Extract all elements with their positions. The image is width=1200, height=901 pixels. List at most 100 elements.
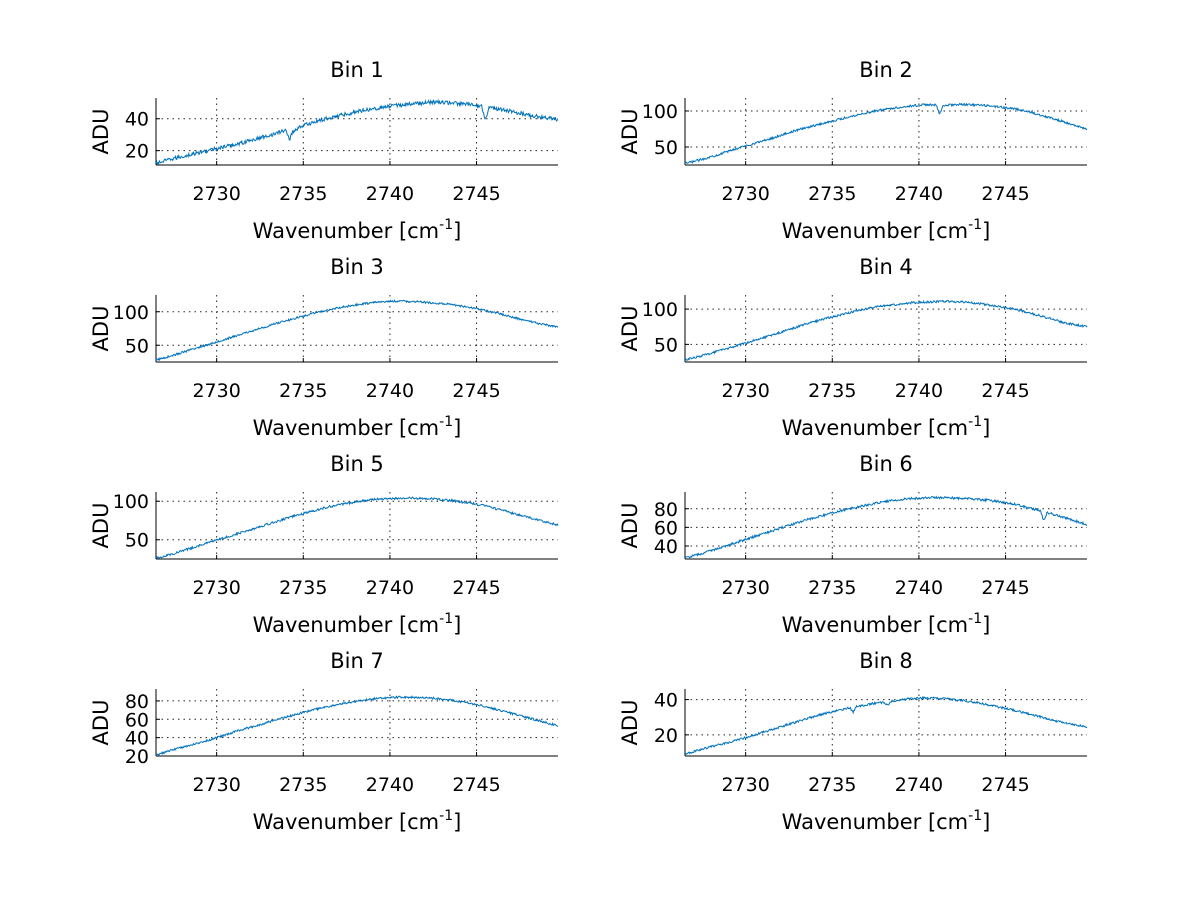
subplot-title: Bin 4 bbox=[859, 255, 913, 279]
x-axis-label-text: Wavenumber [cm bbox=[253, 613, 439, 637]
x-tick-label: 2745 bbox=[452, 774, 500, 796]
y-tick-label: 40 bbox=[654, 690, 678, 712]
x-axis-label-text: Wavenumber [cm bbox=[782, 219, 968, 243]
y-axis-label: ADU bbox=[89, 503, 113, 549]
y-tick-label: 100 bbox=[642, 101, 678, 123]
subplot-title: Bin 3 bbox=[330, 255, 384, 279]
series-line bbox=[684, 695, 1088, 755]
x-tick-label: 2735 bbox=[279, 774, 327, 796]
y-tick-label: 20 bbox=[125, 746, 149, 768]
y-tick-label: 80 bbox=[125, 691, 149, 713]
subplot-bin-3: 2730 2735 2740 2745 50 100 Bin 3 Wavenumber [cm… bbox=[89, 255, 559, 440]
y-tick-label: 100 bbox=[113, 302, 149, 324]
x-axis-label: Wavenumber [cm-1] bbox=[253, 217, 462, 243]
y-tick-label: 40 bbox=[125, 728, 149, 750]
x-tick-label: 2740 bbox=[895, 183, 943, 205]
x-tick-label: 2730 bbox=[192, 183, 240, 205]
subplot-bin-8: 2730 2735 2740 2745 20 40 Bin 8 Wavenumber [cm-… bbox=[618, 649, 1088, 834]
series-line bbox=[684, 299, 1088, 361]
x-tick-label: 2730 bbox=[721, 577, 769, 599]
subplot-title: Bin 8 bbox=[859, 649, 913, 673]
y-tick-label: 80 bbox=[654, 499, 678, 521]
x-tick-label: 2740 bbox=[895, 774, 943, 796]
x-axis-label-suffix: ] bbox=[453, 810, 461, 834]
x-axis-label-superscript: -1 bbox=[439, 414, 453, 430]
y-tick-label: 100 bbox=[113, 491, 149, 513]
x-tick-label: 2730 bbox=[192, 577, 240, 599]
x-axis-label-superscript: -1 bbox=[968, 808, 982, 824]
x-axis-label-text: Wavenumber [cm bbox=[782, 810, 968, 834]
series-line bbox=[684, 102, 1088, 164]
x-axis-label-suffix: ] bbox=[982, 219, 990, 243]
x-tick-label: 2735 bbox=[279, 577, 327, 599]
y-axis-label: ADU bbox=[89, 109, 113, 155]
x-tick-label: 2745 bbox=[981, 380, 1029, 402]
y-axis-label: ADU bbox=[618, 109, 642, 155]
y-axis-label: ADU bbox=[618, 700, 642, 746]
x-tick-label: 2735 bbox=[808, 577, 856, 599]
x-axis-label: Wavenumber [cm-1] bbox=[253, 414, 462, 440]
y-tick-label: 50 bbox=[654, 334, 678, 356]
series-line bbox=[155, 496, 559, 560]
x-axis-label-text: Wavenumber [cm bbox=[782, 613, 968, 637]
x-tick-label: 2730 bbox=[721, 774, 769, 796]
x-tick-label: 2745 bbox=[452, 577, 500, 599]
series-line bbox=[155, 299, 559, 362]
x-tick-label: 2740 bbox=[895, 380, 943, 402]
subplot-title: Bin 6 bbox=[859, 452, 913, 476]
subplot-bin-1: 2730 2735 2740 2745 20 40 Bin 1 Wavenumber [cm-… bbox=[89, 58, 559, 243]
x-tick-label: 2745 bbox=[981, 183, 1029, 205]
x-tick-label: 2740 bbox=[366, 380, 414, 402]
series-line bbox=[684, 495, 1088, 559]
subplot-title: Bin 2 bbox=[859, 58, 913, 82]
x-axis-label-superscript: -1 bbox=[439, 217, 453, 233]
x-tick-label: 2735 bbox=[808, 380, 856, 402]
series-line bbox=[155, 98, 559, 166]
subplot-title: Bin 5 bbox=[330, 452, 384, 476]
x-axis-label-text: Wavenumber [cm bbox=[782, 416, 968, 440]
y-tick-label: 40 bbox=[125, 109, 149, 131]
y-axis-label: ADU bbox=[89, 700, 113, 746]
x-tick-label: 2740 bbox=[895, 577, 943, 599]
x-tick-label: 2735 bbox=[808, 774, 856, 796]
x-axis-label-text: Wavenumber [cm bbox=[253, 810, 439, 834]
x-axis-label-suffix: ] bbox=[453, 416, 461, 440]
x-axis-label-text: Wavenumber [cm bbox=[253, 416, 439, 440]
subplot-bin-5: 2730 2735 2740 2745 50 100 Bin 5 Wavenumber [cm… bbox=[89, 452, 559, 637]
y-tick-label: 40 bbox=[654, 536, 678, 558]
x-tick-label: 2735 bbox=[279, 183, 327, 205]
x-axis-label-superscript: -1 bbox=[968, 217, 982, 233]
x-axis-label-superscript: -1 bbox=[439, 808, 453, 824]
subplot-title: Bin 7 bbox=[330, 649, 384, 673]
x-axis-label: Wavenumber [cm-1] bbox=[253, 611, 462, 637]
x-axis-label-superscript: -1 bbox=[968, 611, 982, 627]
x-axis-label-suffix: ] bbox=[982, 613, 990, 637]
x-axis-label: Wavenumber [cm-1] bbox=[253, 808, 462, 834]
x-axis-label: Wavenumber [cm-1] bbox=[782, 808, 991, 834]
x-axis-label: Wavenumber [cm-1] bbox=[782, 217, 991, 243]
x-axis-label-superscript: -1 bbox=[968, 414, 982, 430]
x-axis-label-superscript: -1 bbox=[439, 611, 453, 627]
y-tick-label: 60 bbox=[125, 709, 149, 731]
x-tick-label: 2740 bbox=[366, 183, 414, 205]
y-axis-label: ADU bbox=[618, 306, 642, 352]
x-axis-label-suffix: ] bbox=[453, 613, 461, 637]
x-tick-label: 2745 bbox=[981, 774, 1029, 796]
series-line bbox=[155, 695, 559, 756]
y-tick-label: 60 bbox=[654, 517, 678, 539]
x-tick-label: 2740 bbox=[366, 577, 414, 599]
y-tick-label: 100 bbox=[642, 299, 678, 321]
x-tick-label: 2745 bbox=[452, 380, 500, 402]
subplot-bin-2: 2730 2735 2740 2745 50 100 Bin 2 Wavenumber [cm… bbox=[618, 58, 1088, 243]
y-axis-label: ADU bbox=[89, 306, 113, 352]
y-tick-label: 20 bbox=[654, 725, 678, 747]
x-tick-label: 2730 bbox=[721, 380, 769, 402]
x-tick-label: 2735 bbox=[279, 380, 327, 402]
x-tick-label: 2745 bbox=[452, 183, 500, 205]
x-axis-label-suffix: ] bbox=[453, 219, 461, 243]
x-tick-label: 2735 bbox=[808, 183, 856, 205]
y-tick-label: 50 bbox=[654, 137, 678, 159]
